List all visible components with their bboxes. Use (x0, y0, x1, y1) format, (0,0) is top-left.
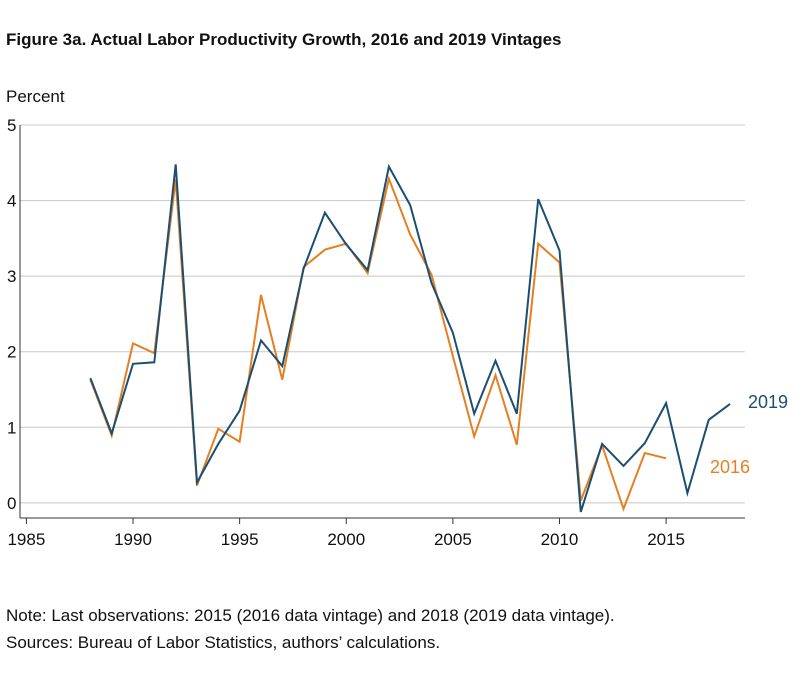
x-tick-label-1985: 1985 (7, 530, 45, 549)
y-tick-label-3: 3 (7, 267, 16, 286)
x-tick-label-2015: 2015 (647, 530, 685, 549)
y-tick-label-4: 4 (7, 192, 16, 211)
y-axis-label: Percent (6, 87, 65, 106)
x-tick-label-1990: 1990 (114, 530, 152, 549)
x-tick-label-2005: 2005 (434, 530, 472, 549)
x-tick-label-2010: 2010 (541, 530, 579, 549)
series-line-2019 (89, 163, 731, 513)
grid (20, 124, 745, 504)
y-tick-label-0: 0 (7, 494, 16, 513)
series-label-2019: 2019 (748, 392, 788, 412)
x-tick-label-2000: 2000 (327, 530, 365, 549)
chart-title: Figure 3a. Actual Labor Productivity Gro… (6, 30, 562, 49)
y-tick-label-5: 5 (7, 116, 16, 135)
note-last-observations: Note: Last observations: 2015 (2016 data… (6, 606, 615, 625)
notes: Note: Last observations: 2015 (2016 data… (6, 602, 615, 656)
tick-labels: 0 1 2 3 4 5 1985 1990 1995 2000 2005 2010 2015 (7, 116, 685, 549)
series-label-2016: 2016 (710, 457, 750, 477)
y-tick-label-1: 1 (7, 418, 16, 437)
axes (19, 125, 745, 524)
series-labels: 2019 2016 (710, 392, 788, 477)
series-lines (89, 163, 731, 513)
y-tick-label-2: 2 (7, 343, 16, 362)
series-line-2016 (89, 175, 667, 512)
x-tick-label-1995: 1995 (221, 530, 259, 549)
note-sources: Sources: Bureau of Labor Statistics, aut… (6, 633, 441, 652)
